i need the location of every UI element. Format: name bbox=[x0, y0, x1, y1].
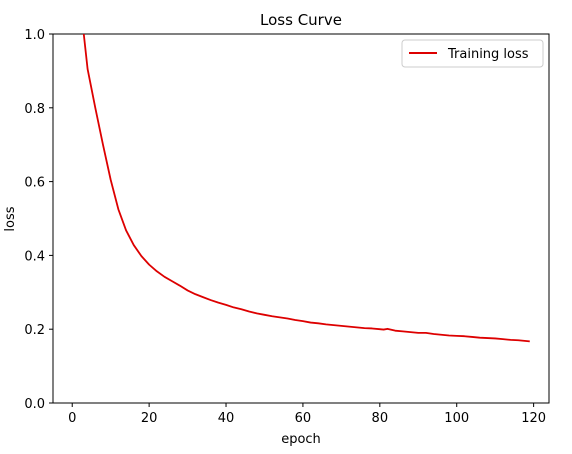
x-axis-label: epoch bbox=[281, 432, 321, 447]
legend-label-training-loss: Training loss bbox=[447, 47, 529, 62]
x-tick-label: 20 bbox=[141, 411, 158, 426]
x-tick-label: 120 bbox=[521, 411, 546, 426]
plot-area bbox=[52, 33, 550, 404]
y-tick-label: 0.8 bbox=[24, 102, 45, 117]
x-tick-label: 80 bbox=[372, 411, 389, 426]
legend-box bbox=[401, 39, 544, 68]
x-tick-label: 60 bbox=[295, 411, 312, 426]
y-axis: 0.0 0.2 0.4 0.6 0.8 1.0 bbox=[24, 28, 53, 412]
plot-frame bbox=[52, 33, 550, 404]
y-tick-label: 0.0 bbox=[24, 397, 45, 412]
x-tick-label: 100 bbox=[444, 411, 469, 426]
series-line-training-loss bbox=[82, 34, 530, 343]
legend: Training loss bbox=[401, 39, 544, 68]
x-tick-label: 40 bbox=[218, 411, 235, 426]
y-tick-label: 1.0 bbox=[24, 28, 45, 43]
y-tick-label: 0.6 bbox=[24, 176, 45, 191]
series-layer bbox=[82, 34, 530, 343]
x-tick-label: 0 bbox=[68, 411, 76, 426]
y-axis-label: loss bbox=[3, 206, 18, 231]
x-axis: 0 20 40 60 80 100 120 bbox=[68, 403, 546, 426]
y-tick-label: 0.2 bbox=[24, 323, 45, 338]
y-tick-label: 0.4 bbox=[24, 249, 45, 264]
chart-title: Loss Curve bbox=[260, 11, 342, 29]
